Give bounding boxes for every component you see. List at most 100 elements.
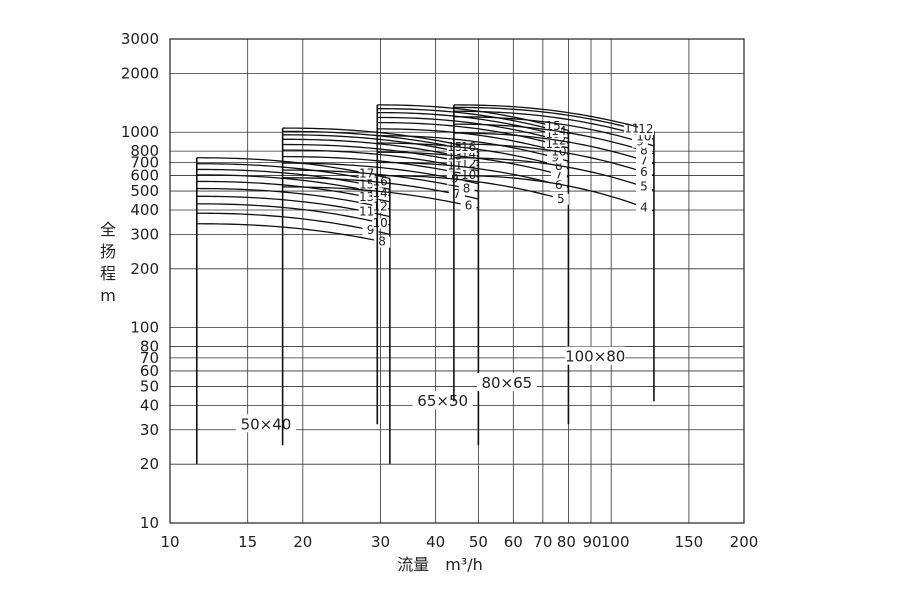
stage-label-bg — [550, 169, 567, 181]
stage-label: 14 — [373, 186, 388, 200]
stage-label: 11 — [624, 121, 639, 135]
stage-curve — [196, 203, 390, 226]
model-group: 456789101112100×80 — [453, 104, 655, 402]
y-tick-label: 500 — [130, 182, 159, 200]
stage-label-bg — [635, 181, 652, 193]
stage-curve — [196, 163, 390, 185]
stage-curve — [282, 186, 479, 209]
stage-label: 12 — [373, 200, 388, 214]
stage-curve — [377, 174, 569, 202]
stage-label-bg — [552, 193, 569, 205]
x-tick-label: 15 — [238, 533, 257, 551]
model-label: 100×80 — [565, 348, 625, 366]
model-label: 50×40 — [241, 415, 292, 433]
x-tick-label: 80 — [557, 533, 576, 551]
stage-curve — [196, 157, 390, 180]
stage-curve — [282, 169, 479, 192]
stage-curve — [377, 111, 569, 140]
y-tick-label: 100 — [130, 319, 159, 337]
stage-curve — [453, 132, 655, 165]
y-tick-label: 10 — [140, 514, 159, 532]
stage-curve — [377, 104, 569, 132]
y-tick-label: 700 — [130, 153, 159, 171]
tick-labels: 10 15 20 30 40 50 60 70 80 90 100 150 20010203040506… — [121, 30, 759, 551]
stage-curve — [377, 135, 569, 162]
stage-curve — [196, 168, 390, 190]
stage-label-bg — [637, 124, 654, 136]
stage-label-bg — [358, 206, 375, 218]
x-axis-title: 流量 m³/h — [397, 555, 483, 574]
x-tick-label: 40 — [426, 533, 445, 551]
stage-curve — [196, 195, 390, 218]
x-tick-label: 10 — [160, 533, 179, 551]
stage-label-bg — [372, 188, 389, 200]
stage-label: 8 — [463, 181, 471, 195]
stage-label-bg — [460, 158, 477, 170]
y-tick-label: 80 — [140, 338, 159, 356]
x-tick-label: 200 — [730, 533, 759, 551]
y-tick-label: 800 — [130, 142, 159, 160]
stage-label: 9 — [367, 223, 375, 237]
y-axis-title: 全扬程 m — [100, 220, 116, 305]
stage-curve — [377, 161, 569, 189]
y-tick-label: 40 — [140, 396, 159, 414]
stage-label-bg — [623, 123, 640, 135]
x-tick-label: 60 — [504, 533, 523, 551]
model-label-bg — [565, 346, 626, 365]
stage-label: 12 — [638, 122, 653, 136]
y-tick-label: 30 — [140, 421, 159, 439]
stage-curve — [453, 106, 655, 135]
stage-curve — [453, 174, 655, 212]
stage-label: 6 — [465, 199, 473, 213]
stage-curve — [282, 138, 479, 162]
stage-label: 5 — [640, 180, 648, 194]
stage-curve — [453, 104, 655, 133]
stage-label-bg — [550, 180, 567, 192]
stage-curve — [282, 143, 479, 167]
y-tick-label: 200 — [130, 260, 159, 278]
stage-label: 10 — [461, 168, 476, 182]
stage-label: 16 — [373, 175, 388, 189]
y-tick-label: 70 — [140, 349, 159, 367]
stage-label-bg — [550, 161, 567, 173]
stage-curve — [453, 116, 655, 147]
stage-label: 13 — [359, 190, 374, 204]
stage-curve — [453, 157, 655, 191]
stage-label: 7 — [640, 153, 648, 167]
stage-label-bg — [358, 179, 375, 191]
stage-label: 11 — [359, 205, 374, 219]
stage-label-bg — [372, 217, 389, 229]
stage-curve — [282, 177, 479, 200]
y-tick-label: 400 — [130, 201, 159, 219]
stage-label: 16 — [461, 140, 476, 154]
stage-label-bg — [458, 183, 475, 195]
stage-label: 5 — [557, 192, 565, 206]
stage-label: 6 — [555, 178, 563, 192]
model-label-bg — [476, 373, 537, 392]
stage-label-bg — [460, 148, 477, 160]
stage-label-bg — [635, 131, 652, 143]
x-tick-label: 90 — [582, 533, 601, 551]
stage-curve — [282, 127, 479, 150]
stage-curve — [282, 134, 479, 157]
y-tick-label: 60 — [140, 362, 159, 380]
stage-label-bg — [374, 236, 391, 248]
model-label-bg — [235, 414, 296, 433]
stage-curve — [196, 187, 390, 210]
stage-curve — [453, 123, 655, 155]
y-tick-label: 600 — [130, 167, 159, 185]
stage-curve — [282, 149, 479, 172]
stage-label: 7 — [555, 167, 563, 181]
model-label-bg — [412, 391, 473, 410]
y-tick-label: 2000 — [121, 64, 159, 82]
y-tick-label: 3000 — [121, 30, 159, 48]
x-tick-label: 50 — [469, 533, 488, 551]
stage-curve — [196, 212, 391, 236]
x-tick-label: 100 — [601, 533, 630, 551]
stage-label: 4 — [640, 200, 648, 214]
stage-curve — [196, 180, 390, 203]
stage-label-bg — [446, 142, 463, 154]
